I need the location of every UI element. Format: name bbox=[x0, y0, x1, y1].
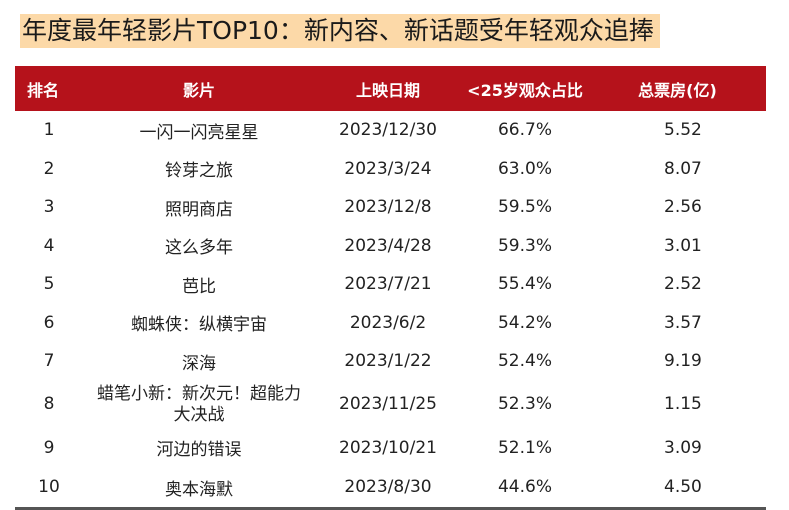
release-date-cell: 2023/3/24 bbox=[344, 158, 432, 179]
release-date-cell: 2023/12/30 bbox=[339, 120, 437, 141]
release-date-cell: 2023/4/28 bbox=[344, 235, 432, 256]
table-row: 5 芭比 2023/7/21 55.4% 2.52 bbox=[15, 265, 766, 304]
box-office-cell: 8.07 bbox=[664, 158, 702, 179]
box-office-cell: 3.01 bbox=[664, 235, 702, 256]
header-box-office: 总票房(亿) bbox=[638, 80, 717, 100]
release-date-cell: 2023/11/25 bbox=[339, 394, 437, 414]
under25-share-cell: 52.4% bbox=[497, 351, 552, 372]
box-office-cell: 5.52 bbox=[664, 120, 702, 141]
rank-cell: 6 bbox=[43, 312, 55, 333]
rank-cell: 10 bbox=[38, 477, 60, 497]
film-cell: 照明商店 bbox=[165, 199, 233, 220]
table-row: 10 奥本海默 2023/8/30 44.6% 4.50 bbox=[15, 467, 766, 509]
rank-cell: 7 bbox=[43, 351, 55, 372]
box-office-cell: 9.19 bbox=[664, 351, 702, 372]
film-cell: 奥本海默 bbox=[165, 479, 233, 500]
under25-share-cell: 54.2% bbox=[497, 312, 552, 333]
release-date-cell: 2023/12/8 bbox=[344, 197, 432, 218]
top10-table: 排名 影片 上映日期 <25岁观众占比 总票房(亿) 1 一闪一闪亮星星 2023/… bbox=[15, 66, 766, 510]
under25-share-cell: 59.3% bbox=[497, 235, 552, 256]
header-under25-share: <25岁观众占比 bbox=[467, 80, 583, 100]
film-cell: 蜡笔小新：新次元！超能力大决战 bbox=[97, 383, 301, 425]
film-cell: 一闪一闪亮星星 bbox=[139, 122, 259, 143]
rank-cell: 9 bbox=[43, 437, 55, 458]
table-row: 3 照明商店 2023/12/8 59.5% 2.56 bbox=[15, 188, 766, 227]
under25-share-cell: 66.7% bbox=[497, 120, 552, 141]
table-row: 8 蜡笔小新：新次元！超能力大决战 2023/11/25 52.3% 1.15 bbox=[15, 381, 766, 429]
box-office-cell: 2.52 bbox=[664, 274, 702, 295]
page-title: 年度最年轻影片TOP10：新内容、新话题受年轻观众追捧 bbox=[20, 14, 660, 48]
rank-cell: 1 bbox=[43, 120, 55, 141]
box-office-cell: 2.56 bbox=[664, 197, 702, 218]
film-cell: 蜘蛛侠：纵横宇宙 bbox=[131, 315, 267, 336]
box-office-cell: 3.57 bbox=[664, 312, 702, 333]
film-cell: 这么多年 bbox=[165, 238, 233, 259]
rank-cell: 8 bbox=[43, 394, 55, 414]
film-cell: 芭比 bbox=[182, 276, 216, 297]
rank-cell: 2 bbox=[43, 158, 55, 179]
table-header-row: 排名 影片 上映日期 <25岁观众占比 总票房(亿) bbox=[15, 66, 766, 111]
box-office-cell: 1.15 bbox=[664, 394, 702, 414]
release-date-cell: 2023/7/21 bbox=[344, 274, 432, 295]
release-date-cell: 2023/8/30 bbox=[344, 477, 432, 497]
header-film: 影片 bbox=[182, 80, 215, 100]
rank-cell: 5 bbox=[43, 274, 55, 295]
under25-share-cell: 52.1% bbox=[497, 437, 552, 458]
under25-share-cell: 44.6% bbox=[497, 477, 552, 497]
release-date-cell: 2023/1/22 bbox=[344, 351, 432, 372]
rank-cell: 4 bbox=[43, 235, 55, 256]
header-rank: 排名 bbox=[27, 80, 60, 100]
film-cell: 深海 bbox=[182, 353, 216, 374]
table-row: 9 河边的错误 2023/10/21 52.1% 3.09 bbox=[15, 429, 766, 468]
under25-share-cell: 52.3% bbox=[497, 394, 552, 414]
table-row: 6 蜘蛛侠：纵横宇宙 2023/6/2 54.2% 3.57 bbox=[15, 304, 766, 343]
table-row: 1 一闪一闪亮星星 2023/12/30 66.7% 5.52 bbox=[15, 111, 766, 150]
film-cell: 铃芽之旅 bbox=[165, 161, 233, 182]
under25-share-cell: 59.5% bbox=[497, 197, 552, 218]
table-row: 2 铃芽之旅 2023/3/24 63.0% 8.07 bbox=[15, 150, 766, 189]
box-office-cell: 3.09 bbox=[664, 437, 702, 458]
under25-share-cell: 55.4% bbox=[497, 274, 552, 295]
table-row: 7 深海 2023/1/22 52.4% 9.19 bbox=[15, 342, 766, 381]
release-date-cell: 2023/6/2 bbox=[349, 312, 427, 333]
table-row: 4 这么多年 2023/4/28 59.3% 3.01 bbox=[15, 227, 766, 266]
rank-cell: 3 bbox=[43, 197, 55, 218]
film-cell: 河边的错误 bbox=[156, 440, 242, 461]
header-release-date: 上映日期 bbox=[355, 80, 420, 100]
box-office-cell: 4.50 bbox=[664, 477, 702, 497]
release-date-cell: 2023/10/21 bbox=[339, 437, 437, 458]
under25-share-cell: 63.0% bbox=[497, 158, 552, 179]
